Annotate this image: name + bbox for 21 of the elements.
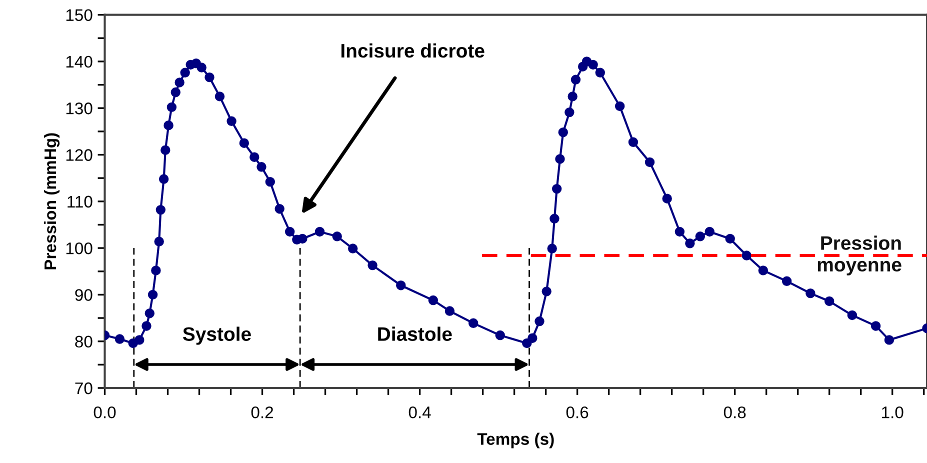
y-tick-label: 100 [66, 242, 92, 254]
y-axis-title: Pression (mmHg) [44, 133, 60, 270]
x-tick-label: 0.8 [724, 406, 746, 418]
y-tick-label: 70 [75, 382, 92, 394]
x-tick-label: 0.4 [408, 406, 431, 418]
x-tick-label: 0.2 [251, 406, 274, 418]
x-tick-label: 1.0 [882, 406, 904, 418]
series-label: Pression moyenne [818, 236, 902, 276]
annotation: Incisure dicrote [341, 43, 484, 58]
y-tick-label: 140 [66, 56, 92, 68]
y-tick-label: 90 [75, 289, 92, 301]
x-axis-title: Temps (s) [477, 432, 554, 448]
x-tick-label: 0.6 [566, 406, 588, 418]
y-tick-label: 150 [66, 9, 92, 22]
y-tick-label: 80 [75, 336, 92, 348]
y-tick-label: 120 [66, 149, 92, 161]
x-tick-label: 0.0 [94, 406, 116, 418]
y-tick-label: 130 [66, 102, 92, 114]
annotation: Systole [182, 326, 251, 345]
y-tick-label: 110 [68, 196, 92, 208]
annotation: Diastole [378, 326, 452, 341]
